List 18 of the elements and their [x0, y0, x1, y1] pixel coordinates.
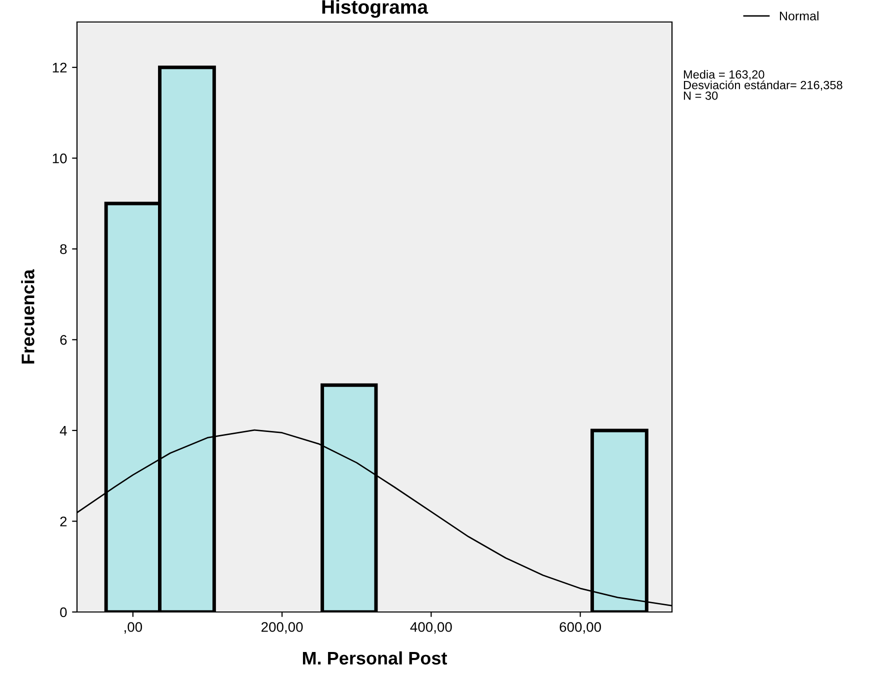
- y-tick-label: 6: [60, 335, 67, 345]
- y-tick-label: 10: [52, 153, 67, 164]
- y-tick-label: 0: [60, 607, 67, 618]
- text: Desviación estándar= 216,358: [684, 80, 842, 91]
- y-tick-label: 2: [60, 516, 67, 526]
- y-tick-label: 8: [60, 244, 67, 254]
- x-tick-label: 200,00: [262, 622, 303, 634]
- x-tick-label: ,00: [124, 622, 142, 634]
- text: N = 30: [684, 91, 718, 100]
- legend-label: Normal: [780, 11, 818, 20]
- y-tick-label: 4: [60, 426, 67, 436]
- x-tick-label: 400,00: [410, 622, 452, 634]
- text: Media = 163,20: [684, 70, 764, 80]
- y-axis-title: Frecuencia: [21, 269, 34, 364]
- y-tick-label: 12: [52, 62, 67, 72]
- x-axis-title: M. Personal Post: [302, 651, 448, 665]
- chart-title: Histograma: [322, 0, 428, 18]
- x-tick-label: 600,00: [560, 622, 601, 634]
